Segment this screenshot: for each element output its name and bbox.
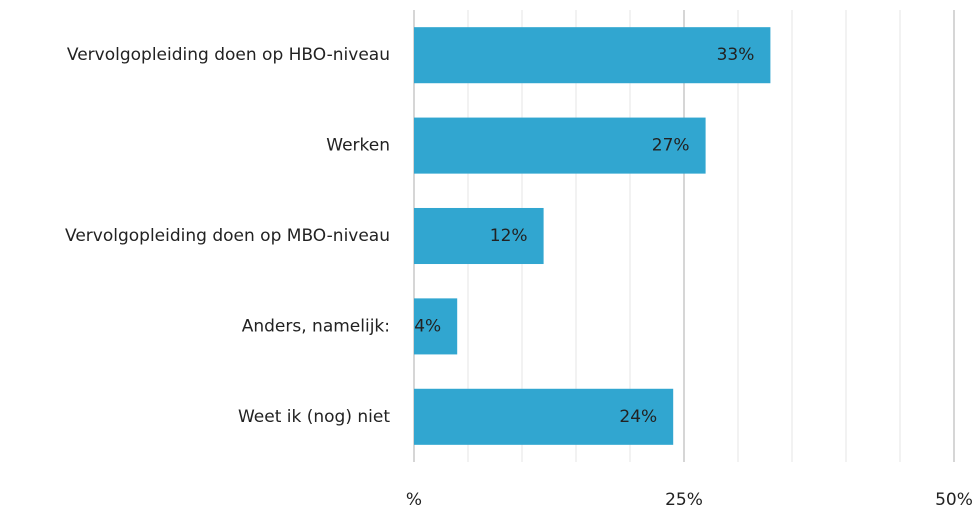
bar [414,27,771,84]
y-tick-label: Vervolgopleiding doen op HBO-niveau [67,45,390,65]
y-tick-label: Vervolgopleiding doen op MBO-niveau [65,226,390,246]
bar [414,117,706,174]
data-label: 27% [652,136,690,156]
x-tick-label: % [406,490,422,510]
bar [414,298,458,355]
data-label: 12% [490,226,528,246]
y-tick-label: Weet ik (nog) niet [238,407,390,427]
data-label: 24% [619,407,657,427]
bar [414,388,674,445]
data-label: 4% [414,316,441,336]
y-tick-label: Werken [326,136,390,156]
x-tick-label: 50% [935,490,973,510]
data-label: 33% [717,45,755,65]
bar [414,207,544,265]
y-tick-label: Anders, namelijk: [242,316,390,336]
x-tick-label: 25% [665,490,703,510]
